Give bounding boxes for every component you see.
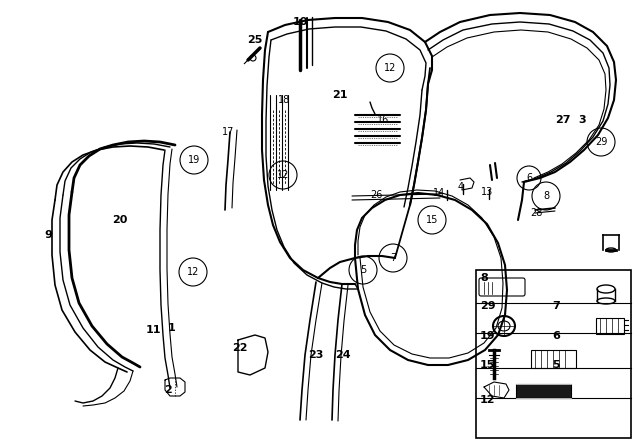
Text: 19: 19: [188, 155, 200, 165]
Text: 9: 9: [44, 230, 52, 240]
Text: 3: 3: [578, 115, 586, 125]
Text: 29: 29: [595, 137, 607, 147]
Text: 6: 6: [526, 173, 532, 183]
Text: 23: 23: [308, 350, 324, 360]
Text: 6: 6: [552, 331, 560, 341]
Text: 22: 22: [232, 343, 248, 353]
Text: 12: 12: [480, 395, 495, 405]
Bar: [516, 384, 571, 398]
Text: 14: 14: [433, 188, 445, 198]
FancyBboxPatch shape: [479, 278, 525, 296]
Text: 12: 12: [384, 63, 396, 73]
Text: 11: 11: [145, 325, 161, 335]
Text: 15: 15: [480, 360, 495, 370]
Bar: [476, 270, 631, 438]
Text: 21: 21: [332, 90, 348, 100]
Text: 5: 5: [552, 360, 559, 370]
Text: 28: 28: [530, 208, 542, 218]
Text: 16: 16: [377, 115, 389, 125]
Text: 10: 10: [292, 17, 308, 27]
Text: 4: 4: [458, 182, 464, 192]
Bar: [596, 318, 624, 334]
Text: 13: 13: [481, 187, 493, 197]
Text: 25: 25: [247, 35, 262, 45]
Text: 12: 12: [187, 267, 199, 277]
Text: 7: 7: [390, 253, 396, 263]
Text: 27: 27: [556, 115, 571, 125]
Text: 29: 29: [480, 301, 495, 311]
Bar: [531, 350, 576, 368]
Text: 1: 1: [168, 323, 176, 333]
Text: 18: 18: [278, 95, 290, 105]
Text: 7: 7: [552, 301, 560, 311]
Text: 17: 17: [222, 127, 234, 137]
Text: 5: 5: [360, 265, 366, 275]
Text: 2: 2: [164, 385, 172, 395]
Text: 8: 8: [543, 191, 549, 201]
Text: 24: 24: [335, 350, 351, 360]
Text: 26: 26: [370, 190, 382, 200]
Text: 20: 20: [112, 215, 128, 225]
Text: 12: 12: [277, 170, 289, 180]
Text: 15: 15: [426, 215, 438, 225]
Text: 8: 8: [480, 273, 488, 283]
Text: 19: 19: [480, 331, 495, 341]
